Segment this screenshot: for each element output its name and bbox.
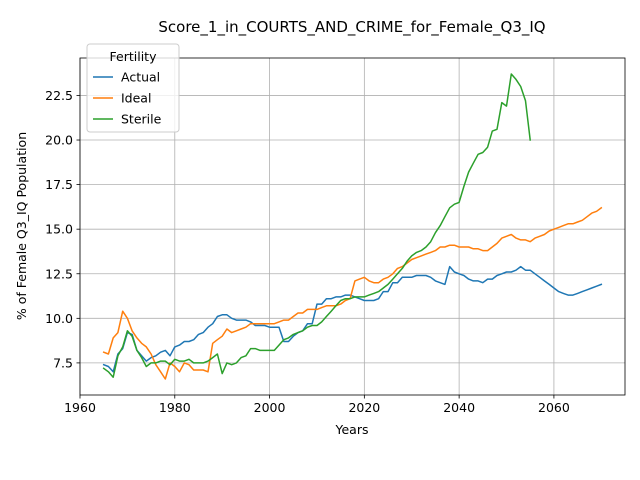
legend: Fertility Actual Ideal Sterile — [86, 43, 180, 133]
x-tick-label: 2000 — [254, 400, 286, 415]
series-line-actual — [102, 265, 603, 373]
y-tick-label: 20.0 — [45, 133, 73, 148]
x-tick-label: 1980 — [159, 400, 191, 415]
series-line-sterile — [102, 73, 532, 378]
legend-label-actual: Actual — [121, 70, 160, 85]
y-tick-label: 17.5 — [45, 177, 73, 192]
chart-title: Score_1_in_COURTS_AND_CRIME_for_Female_Q… — [158, 18, 545, 37]
x-tick-label: 2020 — [348, 400, 380, 415]
y-tick-label: 15.0 — [45, 222, 73, 237]
x-tick-label: 1960 — [64, 400, 96, 415]
series-line-ideal — [102, 206, 603, 380]
x-tick-label: 2060 — [538, 400, 570, 415]
x-axis-label: Years — [335, 422, 369, 437]
y-tick-label: 10.0 — [45, 311, 73, 326]
legend-title: Fertility — [110, 49, 158, 64]
legend-box — [86, 43, 180, 133]
x-tick-label: 2040 — [443, 400, 475, 415]
series-layer — [102, 73, 603, 380]
y-tick-label: 7.5 — [53, 355, 73, 370]
grid-lines — [79, 58, 625, 395]
legend-label-sterile: Sterile — [121, 112, 162, 127]
y-axis-label: % of Female Q3_IQ Population — [14, 132, 29, 320]
legend-label-ideal: Ideal — [121, 91, 151, 106]
x-axis: 1960 1980 2000 2020 2040 2060 — [64, 395, 570, 415]
y-axis: 7.5 10.0 12.5 15.0 17.5 20.0 22.5 — [45, 88, 80, 370]
plot-frame — [79, 57, 626, 396]
y-tick-label: 22.5 — [45, 88, 73, 103]
y-tick-label: 12.5 — [45, 266, 73, 281]
